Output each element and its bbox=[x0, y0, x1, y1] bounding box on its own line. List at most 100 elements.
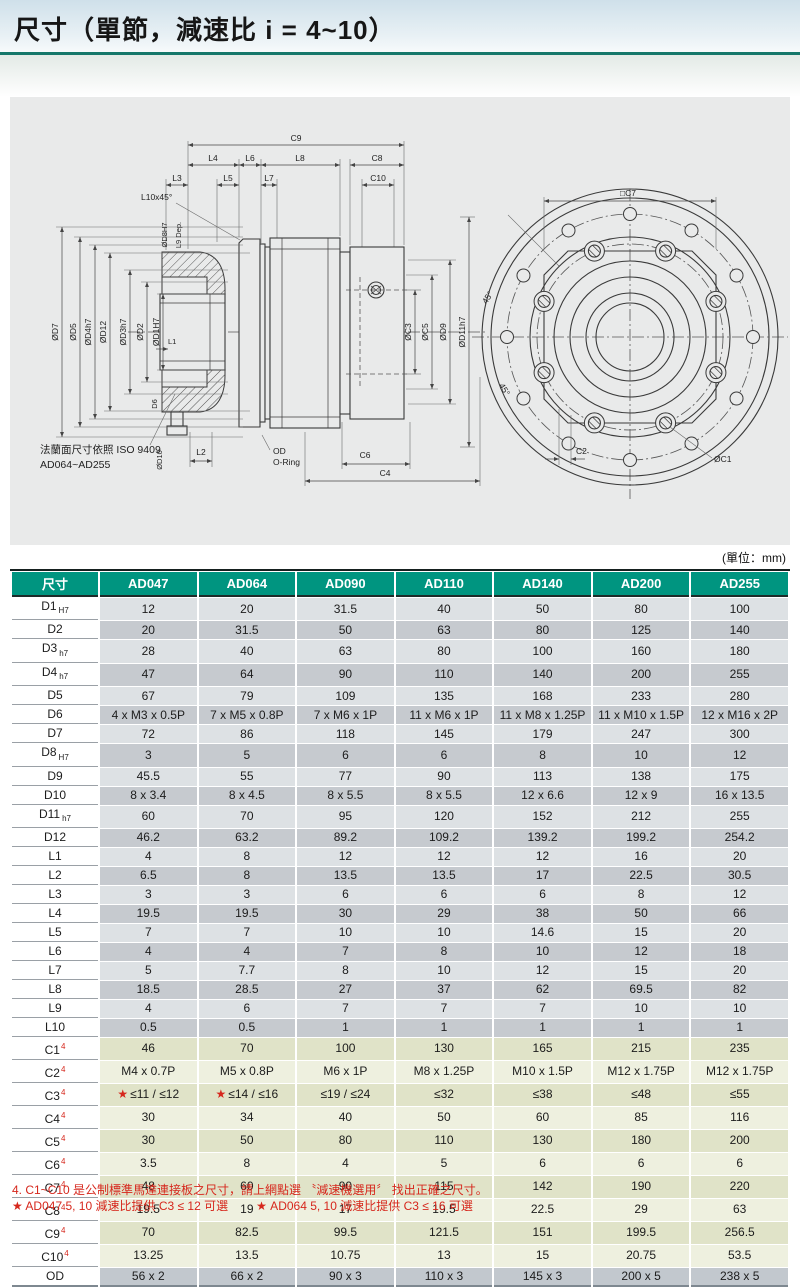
value-cell: 11 x M10 x 1.5P bbox=[592, 706, 690, 725]
table-body: D1 H7 12 20 31.5 40 50 80 100 D2 20 31.5 50 63 80 125 14… bbox=[12, 598, 788, 1287]
dimension-table-wrap: 尺寸 AD047 AD064 AD090 AD110 AD140 AD200 AD255 D1… bbox=[10, 569, 790, 1288]
value-cell: 140 bbox=[494, 663, 591, 687]
row-label: C14 bbox=[12, 1037, 98, 1060]
value-cell: 255 bbox=[691, 663, 788, 687]
value-cell: 247 bbox=[592, 725, 690, 744]
value-cell: M4 x 0.7P bbox=[100, 1060, 197, 1083]
value-cell: 7 bbox=[297, 999, 394, 1018]
value-cell: 3 bbox=[198, 885, 296, 904]
value-cell: 80 bbox=[297, 1129, 394, 1152]
value-cell: 72 bbox=[100, 725, 197, 744]
value-cell: 0.5 bbox=[198, 1018, 296, 1037]
value-cell: 66 x 2 bbox=[198, 1267, 296, 1287]
technical-drawing: C9 L4 L6 L8 C8 L3 L5 L7 C10 L10x45° bbox=[40, 133, 788, 499]
row-label: C104 bbox=[12, 1244, 98, 1267]
value-cell: 48 bbox=[100, 1175, 197, 1198]
value-cell: 1 bbox=[395, 1018, 493, 1037]
row-label: L8 bbox=[12, 980, 98, 999]
value-cell: 8 x 3.4 bbox=[100, 786, 197, 805]
value-cell: 82.5 bbox=[198, 1221, 296, 1244]
value-cell: 15 bbox=[592, 923, 690, 942]
value-cell: 5 bbox=[100, 961, 197, 980]
value-cell: 12 bbox=[395, 847, 493, 866]
value-cell: 62 bbox=[494, 980, 591, 999]
value-cell: 233 bbox=[592, 687, 690, 706]
value-cell: 63 bbox=[691, 1198, 788, 1221]
value-cell: 22.5 bbox=[592, 866, 690, 885]
dim-label-d9: ØD9 bbox=[438, 323, 448, 341]
value-cell: 10 bbox=[592, 744, 690, 767]
value-cell: 29 bbox=[592, 1198, 690, 1221]
unit-note: (單位：mm) bbox=[722, 551, 786, 565]
value-cell: 50 bbox=[592, 904, 690, 923]
value-cell: 130 bbox=[494, 1129, 591, 1152]
value-cell: 125 bbox=[592, 621, 690, 640]
row-label: D8 H7 bbox=[12, 744, 98, 767]
value-cell: 34 bbox=[198, 1106, 296, 1129]
value-cell: 46.2 bbox=[100, 828, 197, 847]
value-cell: 89.2 bbox=[297, 828, 394, 847]
value-cell: 63 bbox=[297, 640, 394, 663]
table-row: D12 46.2 63.2 89.2 109.2 139.2 199.2 254.2 bbox=[12, 828, 788, 847]
table-row: D4 h7 47 64 90 110 140 200 255 bbox=[12, 663, 788, 687]
value-cell: 60 bbox=[198, 1175, 296, 1198]
value-cell: 139.2 bbox=[494, 828, 591, 847]
table-row: L1 4 8 12 12 12 16 20 bbox=[12, 847, 788, 866]
table-row: D1 H7 12 20 31.5 40 50 80 100 bbox=[12, 598, 788, 621]
value-cell: 30.5 bbox=[691, 866, 788, 885]
table-row: D5 67 79 109 135 168 233 280 bbox=[12, 687, 788, 706]
value-cell: 7 x M5 x 0.8P bbox=[198, 706, 296, 725]
row-label: D4 h7 bbox=[12, 663, 98, 687]
page-header: 尺寸（單節，減速比 i = 4~10） bbox=[0, 0, 800, 52]
value-cell: 110 bbox=[395, 1129, 493, 1152]
value-cell: 95 bbox=[297, 805, 394, 828]
value-cell: 4 x M3 x 0.5P bbox=[100, 706, 197, 725]
dim-label-l8: L8 bbox=[295, 153, 305, 163]
dim-label-oring: O-Ring bbox=[273, 457, 300, 467]
dim-label-c2: C2 bbox=[576, 446, 587, 456]
value-cell: 50 bbox=[395, 1106, 493, 1129]
value-cell: 199.2 bbox=[592, 828, 690, 847]
dim-label-d10: ØD10 bbox=[155, 450, 164, 470]
value-cell: 8 bbox=[198, 1152, 296, 1175]
value-cell: 19.5 bbox=[100, 1198, 197, 1221]
page-title: 尺寸（單節，減速比 i = 4~10） bbox=[14, 15, 396, 45]
value-cell: M12 x 1.75P bbox=[691, 1060, 788, 1083]
value-cell: 7 bbox=[198, 923, 296, 942]
value-cell: 12 bbox=[494, 961, 591, 980]
value-cell: M5 x 0.8P bbox=[198, 1060, 296, 1083]
value-cell: 90 bbox=[297, 1175, 394, 1198]
value-cell: M6 x 1P bbox=[297, 1060, 394, 1083]
row-label: D2 bbox=[12, 621, 98, 640]
value-cell: 0.5 bbox=[100, 1018, 197, 1037]
value-cell: 6 bbox=[395, 885, 493, 904]
value-cell: 4 bbox=[100, 847, 197, 866]
value-cell: 69.5 bbox=[592, 980, 690, 999]
value-cell: 60 bbox=[494, 1106, 591, 1129]
column-header: AD200 bbox=[592, 572, 690, 597]
value-cell: 140 bbox=[691, 621, 788, 640]
value-cell: ★ ≤14 / ≤16 bbox=[198, 1083, 296, 1106]
value-cell: 19.5 bbox=[395, 1198, 493, 1221]
value-cell: 152 bbox=[494, 805, 591, 828]
value-cell: 8 bbox=[592, 885, 690, 904]
dim-label-l3: L3 bbox=[172, 173, 182, 183]
value-cell: 8 bbox=[395, 942, 493, 961]
value-cell: 50 bbox=[297, 621, 394, 640]
header-subband bbox=[0, 55, 800, 97]
value-cell: 40 bbox=[198, 640, 296, 663]
value-cell: 13.5 bbox=[297, 866, 394, 885]
row-label: L9 bbox=[12, 999, 98, 1018]
value-cell: 70 bbox=[198, 1037, 296, 1060]
table-row: D3 h7 28 40 63 80 100 160 180 bbox=[12, 640, 788, 663]
table-row: D6 4 x M3 x 0.5P 7 x M5 x 0.8P 7 x M6 x 1P 1… bbox=[12, 706, 788, 725]
value-cell: 100 bbox=[297, 1037, 394, 1060]
table-row: L4 19.5 19.5 30 29 38 50 66 bbox=[12, 904, 788, 923]
value-cell: 30 bbox=[100, 1106, 197, 1129]
value-cell: 19.5 bbox=[198, 904, 296, 923]
value-cell: 13 bbox=[395, 1244, 493, 1267]
value-cell: 215 bbox=[592, 1037, 690, 1060]
value-cell: 3 bbox=[100, 885, 197, 904]
value-cell: 13.5 bbox=[395, 866, 493, 885]
value-cell: 86 bbox=[198, 725, 296, 744]
